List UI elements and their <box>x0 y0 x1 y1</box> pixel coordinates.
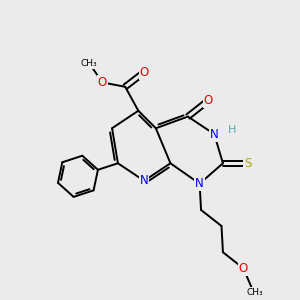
Text: O: O <box>204 94 213 107</box>
Text: O: O <box>239 262 248 275</box>
Text: CH₃: CH₃ <box>247 288 263 297</box>
Text: O: O <box>98 76 107 89</box>
Text: N: N <box>195 177 204 190</box>
Text: N: N <box>140 174 148 187</box>
Text: CH₃: CH₃ <box>81 59 98 68</box>
Text: H: H <box>227 125 236 135</box>
Text: N: N <box>210 128 219 141</box>
Text: S: S <box>244 157 251 170</box>
Text: O: O <box>140 66 149 79</box>
